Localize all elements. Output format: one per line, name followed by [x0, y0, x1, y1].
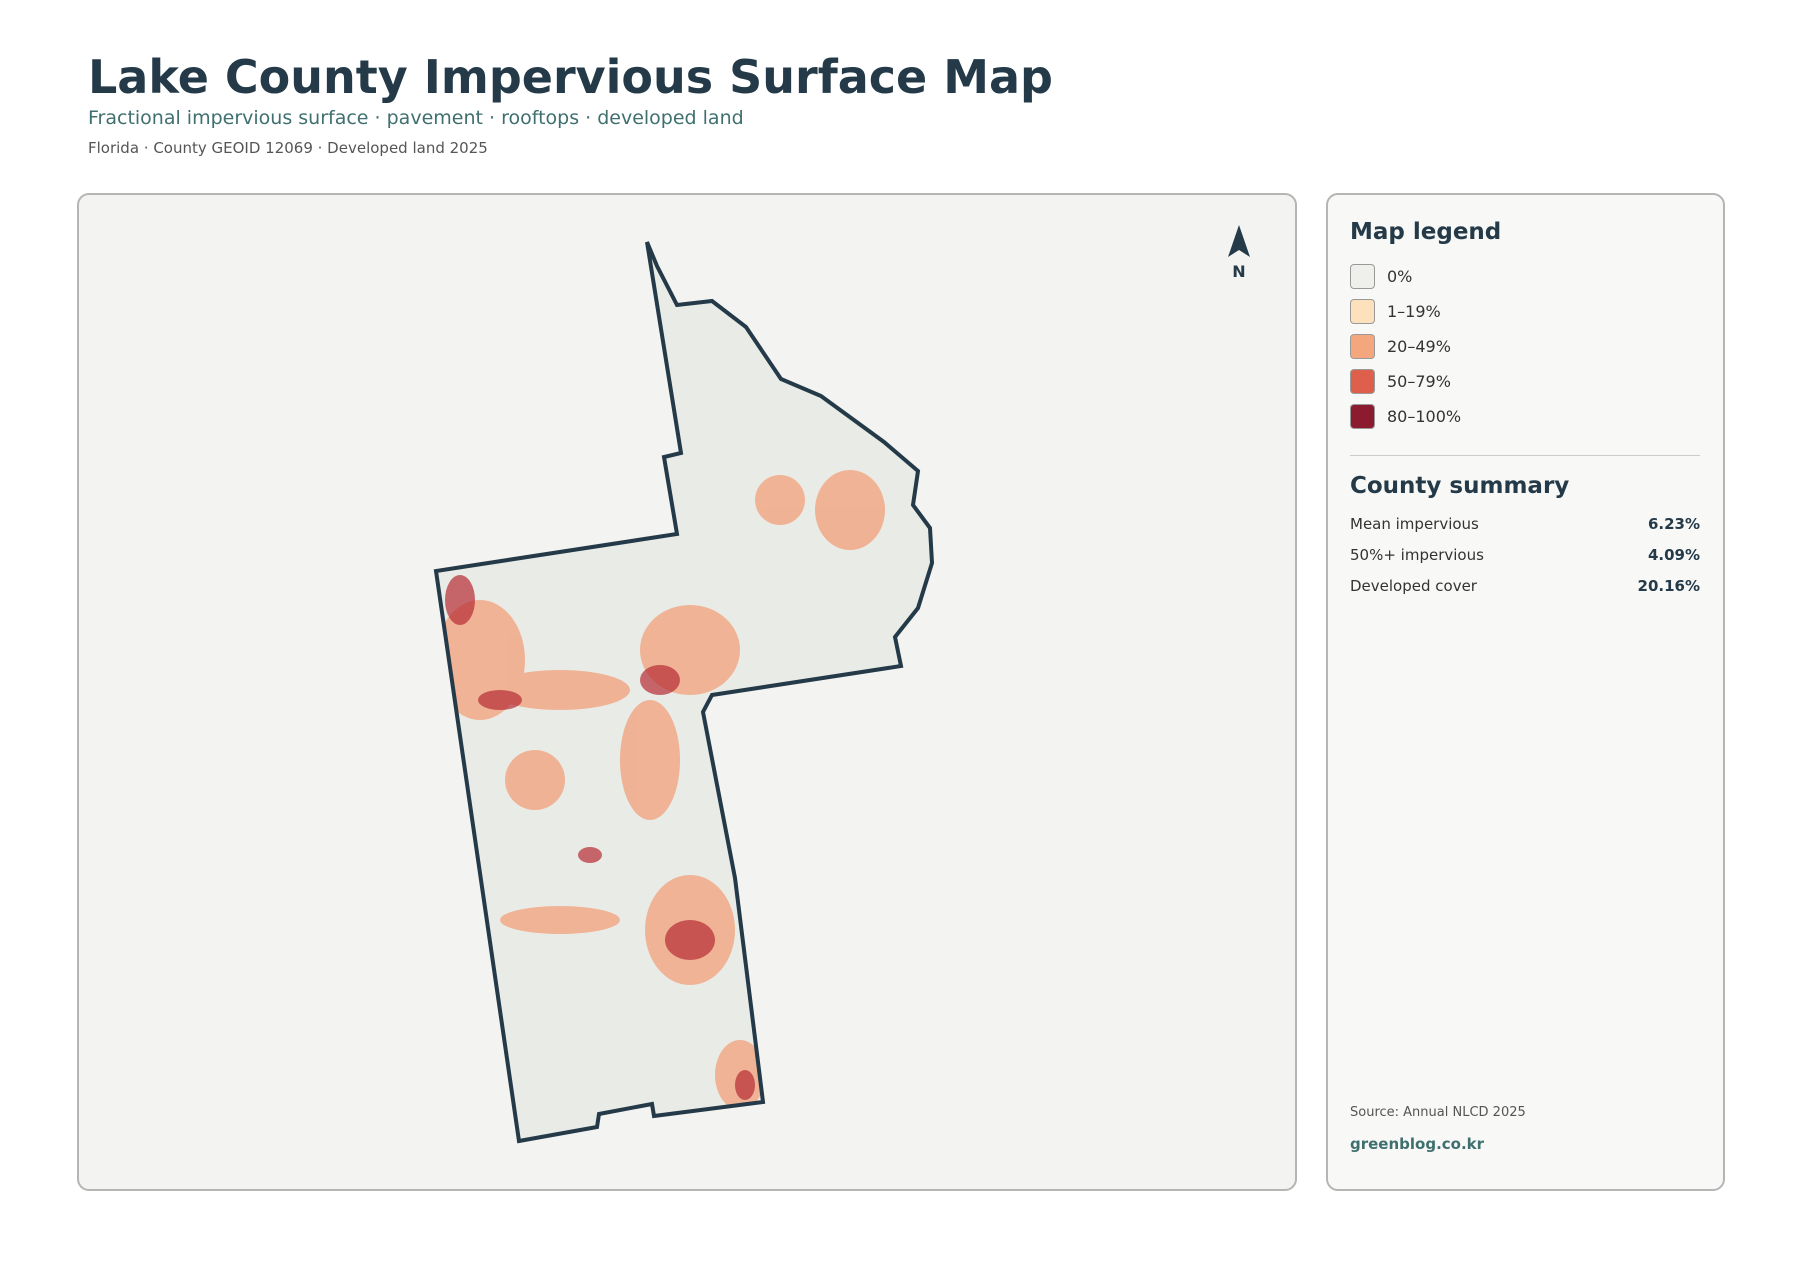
legend-label: 80–100%: [1387, 406, 1462, 426]
north-arrow: [1228, 225, 1250, 257]
legend-swatch: [1350, 298, 1375, 324]
summary-label: 50%+ impervious: [1350, 546, 1484, 564]
side-panel: Map legend 0% 1–19% 20–49% 50–79% 80–100% Co…: [1326, 193, 1725, 1191]
subtitle: Fractional impervious surface · pavement…: [88, 107, 744, 129]
legend-swatch: [1350, 333, 1375, 359]
title: Lake County Impervious Surface Map: [88, 50, 1053, 104]
legend-label: 0%: [1387, 266, 1413, 286]
north-label: N: [1232, 262, 1245, 281]
source: Source: Annual NLCD 2025: [1350, 1105, 1526, 1120]
legend-swatch: [1350, 403, 1375, 429]
summary-row: 50%+ impervious 4.09%: [1350, 546, 1700, 564]
summary-value: 4.09%: [1647, 546, 1700, 564]
legend-item: 20–49%: [1350, 333, 1451, 359]
summary-row: Developed cover 20.16%: [1350, 577, 1700, 595]
legend-swatch: [1350, 263, 1375, 289]
county-fill: [436, 242, 932, 1141]
legend-item: 1–19%: [1350, 298, 1441, 324]
legend-label: 20–49%: [1387, 336, 1451, 356]
legend-swatch: [1350, 368, 1375, 394]
summary-value: 20.16%: [1637, 577, 1700, 595]
legend-label: 1–19%: [1387, 301, 1441, 321]
divider: [1350, 455, 1700, 456]
summary-row: Mean impervious 6.23%: [1350, 515, 1700, 533]
meta: Florida · County GEOID 12069 · Developed…: [88, 139, 488, 157]
summary-label: Developed cover: [1350, 577, 1477, 595]
summary-title: County summary: [1350, 473, 1570, 499]
legend-item: 80–100%: [1350, 403, 1461, 429]
summary-label: Mean impervious: [1350, 515, 1479, 533]
legend-item: 0%: [1350, 263, 1412, 289]
summary-value: 6.23%: [1647, 515, 1700, 533]
legend-item: 50–79%: [1350, 368, 1451, 394]
legend-label: 50–79%: [1387, 371, 1451, 391]
site: greenblog.co.kr: [1350, 1135, 1485, 1153]
legend-title: Map legend: [1350, 219, 1502, 245]
